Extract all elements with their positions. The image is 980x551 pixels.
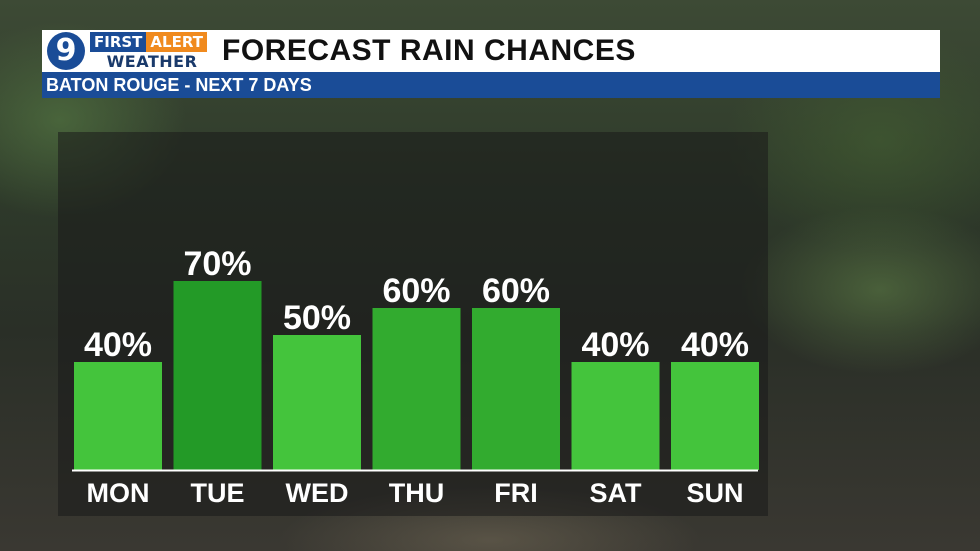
value-label-mon: 40% [84, 326, 152, 364]
category-label-fri: FRI [494, 478, 538, 508]
title-bar: FORECAST RAIN CHANCES [216, 30, 940, 72]
value-label-sun: 40% [681, 326, 749, 364]
bar-fri [472, 308, 560, 470]
category-label-mon: MON [87, 478, 150, 508]
category-label-wed: WED [286, 478, 349, 508]
value-label-wed: 50% [283, 299, 351, 337]
bar-sat [571, 362, 660, 470]
page-title: FORECAST RAIN CHANCES [222, 34, 636, 67]
first-alert-weather-logo: FIRST ALERT WEATHER [90, 30, 216, 72]
station-logo: 9 [42, 30, 90, 72]
bar-sun [671, 362, 759, 470]
value-label-tue: 70% [183, 245, 251, 283]
logo-number: 9 [47, 32, 85, 70]
category-label-tue: TUE [191, 478, 245, 508]
value-label-sat: 40% [581, 326, 649, 364]
chart-panel: 40% MON 70% TUE 50% WED 60% THU 60% FRI 40% SAT 40% S… [58, 132, 768, 516]
subtitle-bar: BATON ROUGE - NEXT 7 DAYS [42, 72, 940, 98]
brand-first: FIRST [90, 32, 147, 52]
value-label-fri: 60% [482, 272, 550, 310]
bar-wed [273, 335, 361, 470]
bar-tue [173, 281, 262, 470]
category-label-sat: SAT [590, 478, 643, 508]
category-label-thu: THU [389, 478, 445, 508]
page-subtitle: BATON ROUGE - NEXT 7 DAYS [46, 75, 312, 95]
brand-top: FIRST ALERT [90, 32, 214, 52]
value-label-thu: 60% [382, 272, 450, 310]
brand-alert: ALERT [146, 32, 207, 52]
category-label-sun: SUN [686, 478, 743, 508]
bar-mon [74, 362, 162, 470]
rain-chance-chart: 40% MON 70% TUE 50% WED 60% THU 60% FRI 40% SAT 40% S… [72, 245, 759, 508]
brand-weather: WEATHER [106, 52, 198, 71]
bar-thu [372, 308, 461, 470]
